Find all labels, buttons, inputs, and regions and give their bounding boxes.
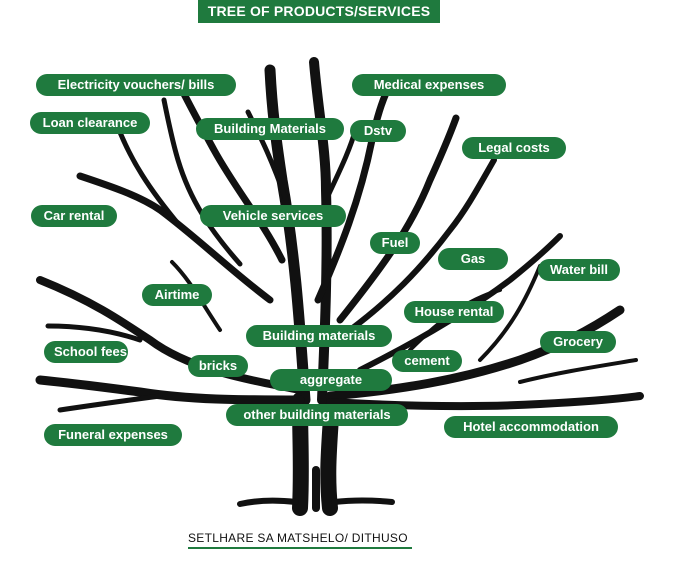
tree-branch (45, 323, 143, 343)
label-medical: Medical expenses (352, 74, 506, 96)
label-dstv: Dstv (350, 120, 406, 142)
label-car-rental: Car rental (31, 205, 117, 227)
label-cement: cement (392, 350, 462, 372)
label-grocery: Grocery (540, 331, 616, 353)
tree-branch (35, 375, 305, 405)
tree-branch (76, 172, 274, 304)
title-banner: TREE OF PRODUCTS/SERVICES (198, 0, 440, 23)
label-gas: Gas (438, 248, 508, 270)
label-house-rental: House rental (404, 301, 504, 323)
tree-branch (309, 57, 332, 405)
tree-branch (336, 114, 460, 324)
tree-branch (36, 276, 304, 394)
label-building-mid: Building materials (246, 325, 392, 347)
label-loan: Loan clearance (30, 112, 150, 134)
label-electricity: Electricity vouchers/ bills (36, 74, 236, 96)
label-building-top: Building Materials (196, 118, 344, 140)
tree-root (237, 497, 299, 507)
footer-underline (188, 547, 412, 549)
footer-caption: SETLHARE SA MATSHELO/ DITHUSO (188, 531, 408, 545)
tree-root (331, 497, 395, 505)
label-water: Water bill (538, 259, 620, 281)
tree-branch (347, 157, 497, 333)
label-vehicle: Vehicle services (200, 205, 346, 227)
tree-branch (518, 358, 638, 384)
label-funeral: Funeral expenses (44, 424, 182, 446)
label-bricks: bricks (188, 355, 248, 377)
label-other-building: other building materials (226, 404, 408, 426)
label-airtime: Airtime (142, 284, 212, 306)
label-legal: Legal costs (462, 137, 566, 159)
tree-branch (478, 264, 542, 362)
label-fuel: Fuel (370, 232, 420, 254)
tree-branch (57, 393, 163, 413)
tree-branch (176, 82, 286, 264)
label-hotel: Hotel accommodation (444, 416, 618, 438)
label-school: School fees (44, 341, 128, 363)
tree-branch (314, 76, 396, 304)
tree-branch (113, 119, 183, 229)
label-aggregate: aggregate (270, 369, 392, 391)
tree-branch (161, 97, 243, 267)
